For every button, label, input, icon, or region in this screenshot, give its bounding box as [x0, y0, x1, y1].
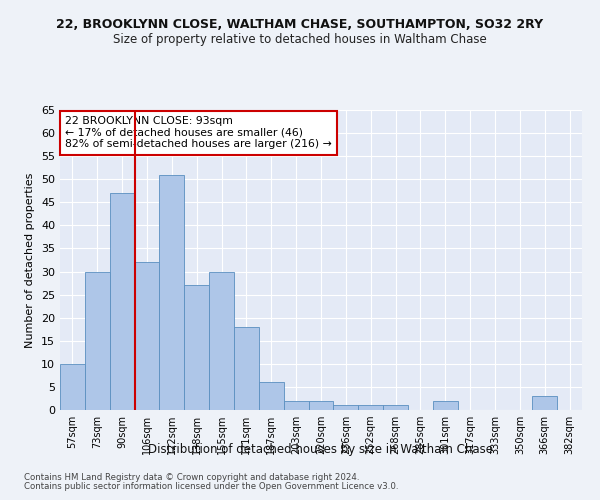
Bar [160, 174, 184, 410]
Text: 22 BROOKLYNN CLOSE: 93sqm
← 17% of detached houses are smaller (46)
82% of semi-: 22 BROOKLYNN CLOSE: 93sqm ← 17% of detac… [65, 116, 332, 149]
Bar [259, 382, 284, 410]
Bar [358, 406, 383, 410]
Y-axis label: Number of detached properties: Number of detached properties [25, 172, 35, 348]
Bar [184, 286, 209, 410]
Bar [234, 327, 259, 410]
Bar [110, 193, 134, 410]
Bar [532, 396, 557, 410]
Bar [334, 406, 358, 410]
Text: 22, BROOKLYNN CLOSE, WALTHAM CHASE, SOUTHAMPTON, SO32 2RY: 22, BROOKLYNN CLOSE, WALTHAM CHASE, SOUT… [56, 18, 544, 30]
Bar [85, 272, 110, 410]
Bar [134, 262, 160, 410]
Bar [284, 401, 308, 410]
Bar [209, 272, 234, 410]
Bar [308, 401, 334, 410]
Bar [383, 406, 408, 410]
Text: Distribution of detached houses by size in Waltham Chase: Distribution of detached houses by size … [149, 442, 493, 456]
Text: Contains HM Land Registry data © Crown copyright and database right 2024.: Contains HM Land Registry data © Crown c… [24, 473, 359, 482]
Text: Size of property relative to detached houses in Waltham Chase: Size of property relative to detached ho… [113, 32, 487, 46]
Text: Contains public sector information licensed under the Open Government Licence v3: Contains public sector information licen… [24, 482, 398, 491]
Bar [433, 401, 458, 410]
Bar [60, 364, 85, 410]
